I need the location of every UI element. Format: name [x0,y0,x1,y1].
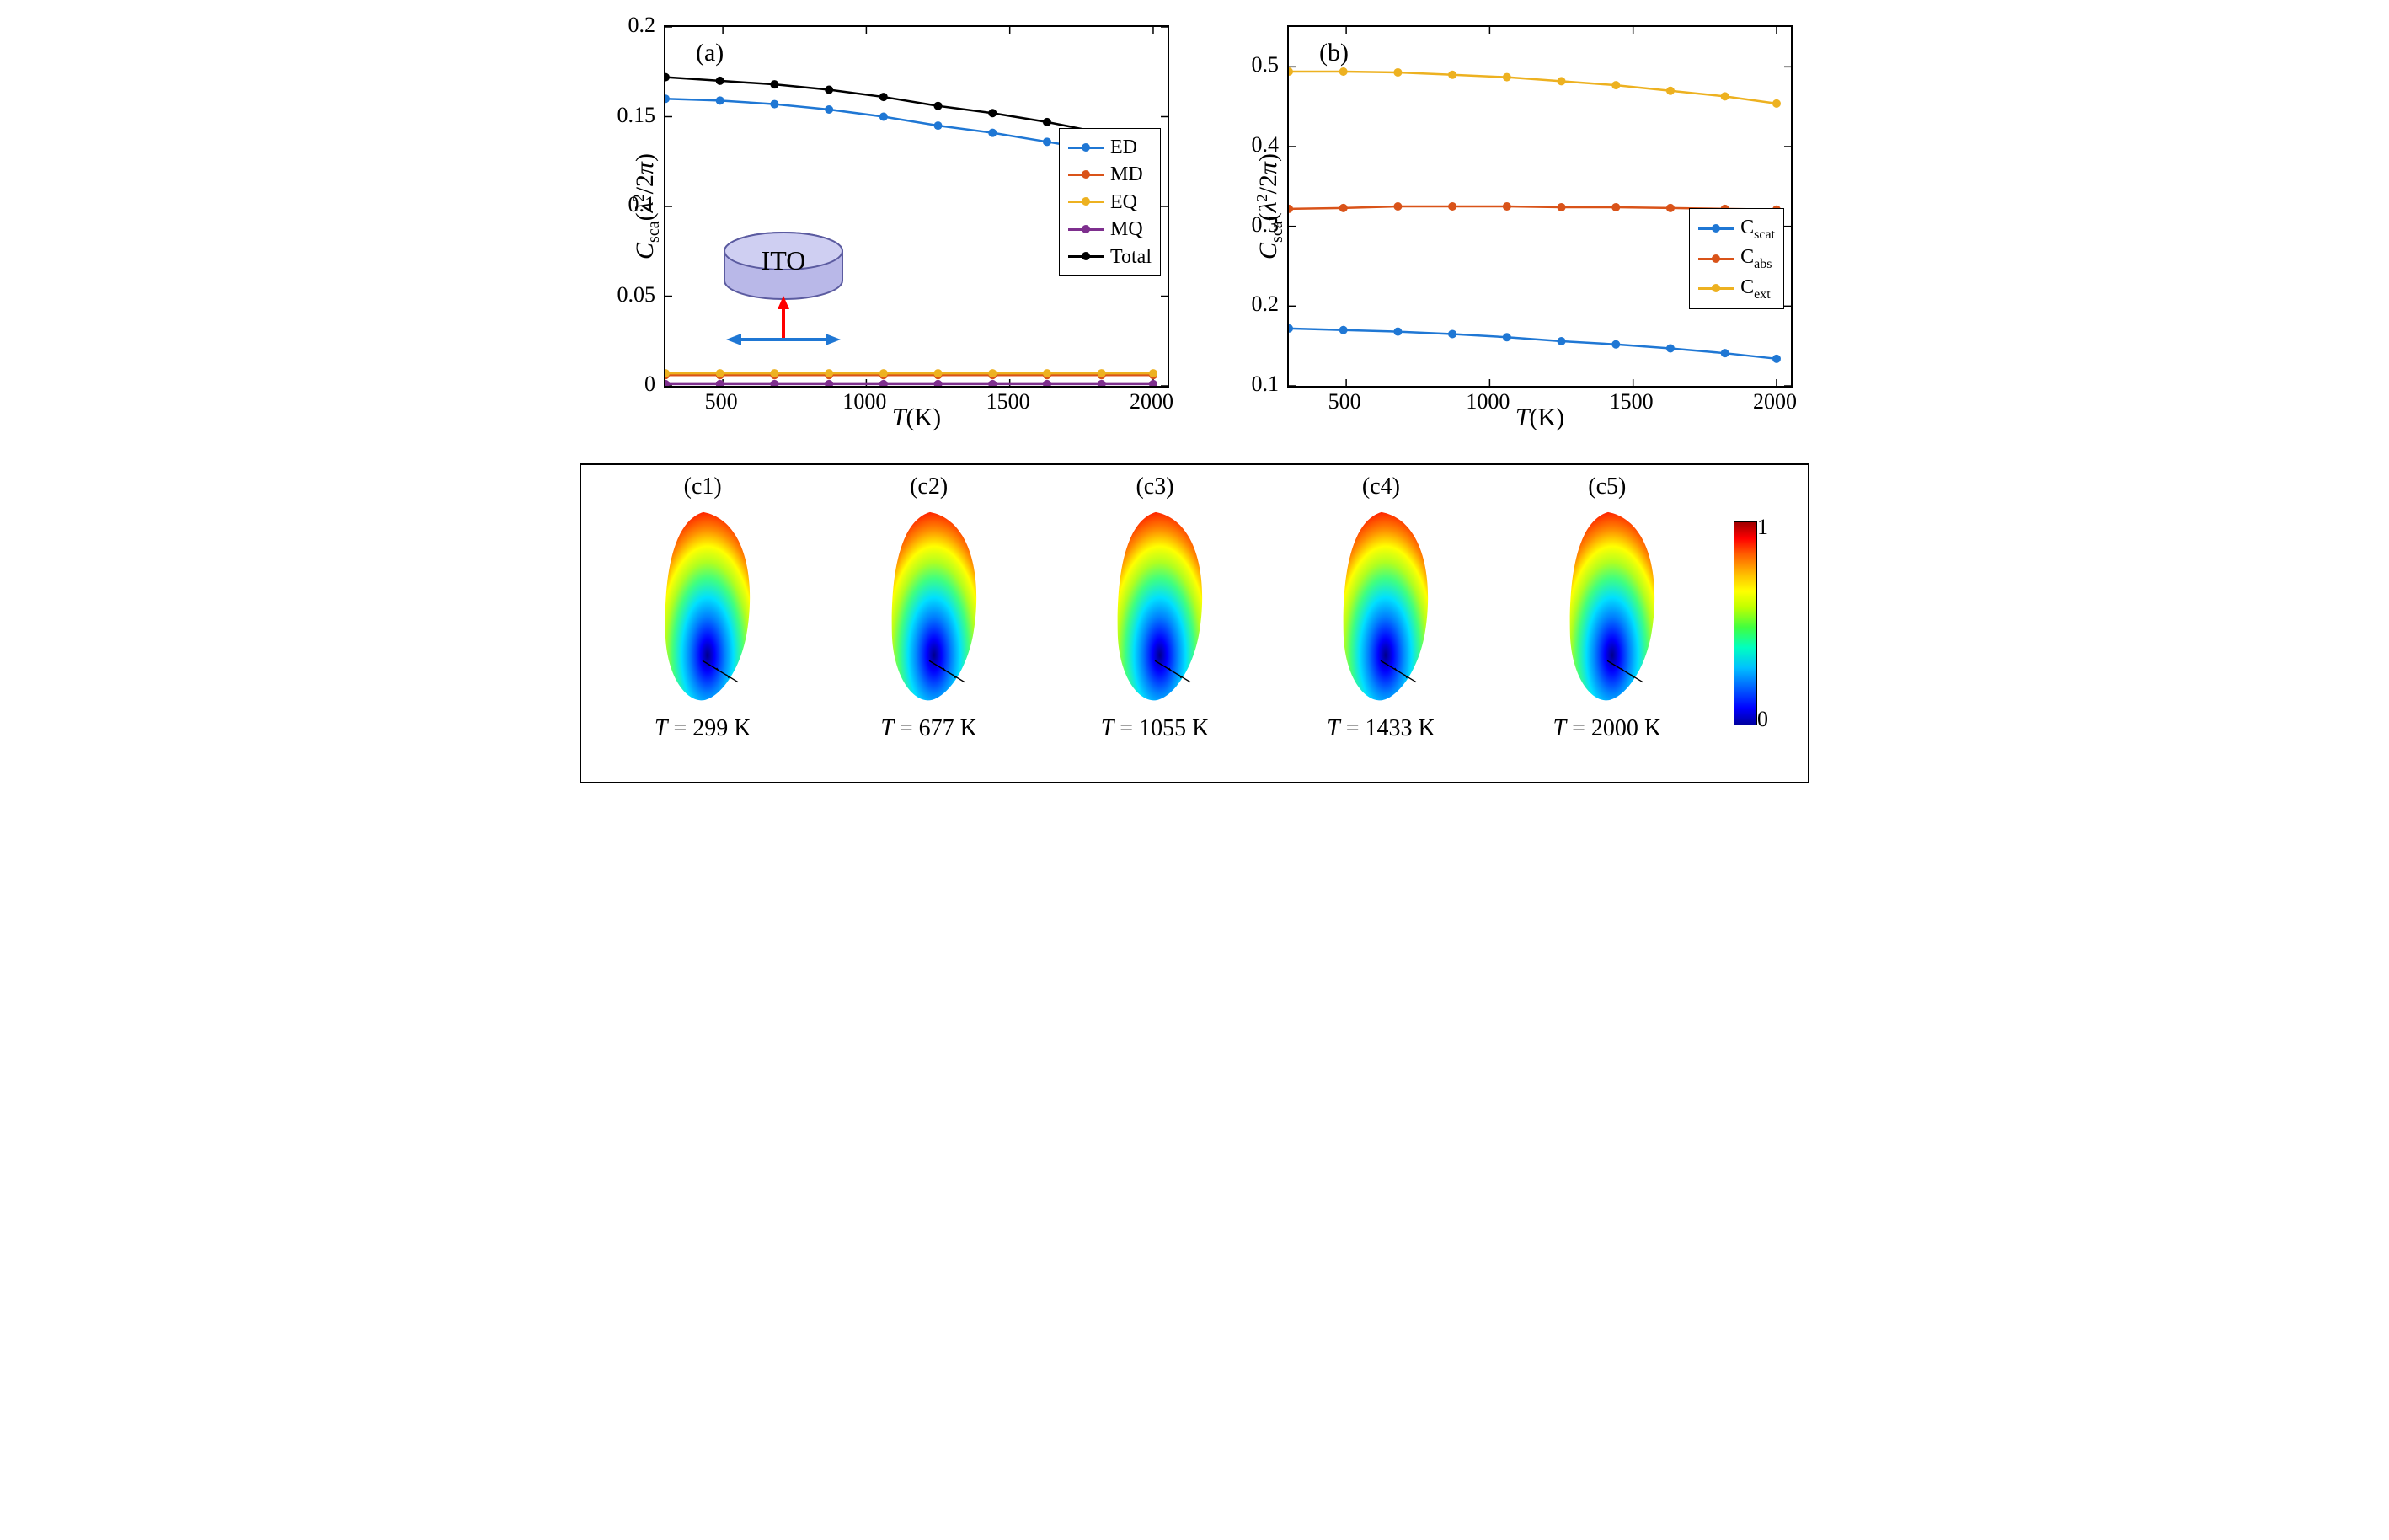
legend-row: Cabs [1698,243,1775,273]
xtick-label: 1500 [1610,389,1654,414]
panel-c-temp: T = 1055 K [1101,715,1210,742]
plot-area-b: (b) CscatCabsCext T(K) Csca(λ2/2π) [1287,25,1793,388]
ytick-label: 0.1 [628,192,656,217]
ytick-label: 0.1 [1252,372,1280,397]
xtick-label: 2000 [1753,389,1797,414]
legend-label: Cext [1740,274,1771,303]
xlabel-b: T(K) [1515,404,1564,432]
panel-b-label: (b) [1319,39,1349,67]
xtick-label: 1000 [1466,389,1510,414]
legend-row: MD [1068,161,1152,188]
legend-row: Cscat [1698,214,1775,243]
panel-c: (c1) T = 299 K ( [580,463,1809,783]
legend-label: EQ [1110,189,1137,216]
legend-a: EDMDEQMQTotal [1059,128,1161,276]
xtick-label: 1500 [986,389,1030,414]
legend-swatch [1068,201,1104,203]
panel-c-sublabel: (c5) [1588,473,1626,500]
ytick-label: 0.05 [617,282,656,307]
panel-c-sublabel: (c3) [1136,473,1173,500]
ytick-label: 0.15 [617,103,656,128]
top-row: (a) EDMDEQMQTotal ITO [580,17,1809,446]
legend-swatch [1068,255,1104,258]
legend-label: ED [1110,134,1137,161]
panel-c-temp: T = 677 K [880,715,977,742]
xlabel-a: T(K) [892,404,941,432]
xtick-label: 1000 [842,389,886,414]
panel-c-cell: (c4) T = 1433 K [1268,473,1494,773]
xtick-label: 500 [1328,389,1361,414]
colorbar-max: 1 [1757,515,1768,540]
legend-row: EQ [1068,189,1152,216]
legend-swatch [1068,228,1104,231]
panel-c-temp: T = 299 K [655,715,751,742]
colorbar-min: 0 [1757,707,1768,732]
panel-c-temp: T = 2000 K [1553,715,1662,742]
plot-area-a: (a) EDMDEQMQTotal ITO [664,25,1169,388]
panel-c-cell: (c2) T = 677 K [815,473,1041,773]
ito-inset-svg: ITO [691,205,876,348]
lobe-svg [1544,505,1670,712]
panel-c-sublabel: (c4) [1362,473,1400,500]
lobe-svg [866,505,992,712]
panel-a-label: (a) [696,39,724,67]
panel-c-sublabel: (c1) [684,473,722,500]
legend-label: Cscat [1740,214,1775,243]
panel-c-sublabel: (c2) [910,473,948,500]
panel-c-temp: T = 1433 K [1327,715,1435,742]
legend-label: Total [1110,243,1152,270]
panel-c-cell: (c1) T = 299 K [590,473,815,773]
legend-row: Cext [1698,274,1775,303]
ytick-label: 0 [644,372,655,397]
lobe-svg [639,505,766,712]
ytick-label: 0.2 [1252,291,1280,317]
legend-row: MQ [1068,216,1152,243]
legend-label: Cabs [1740,243,1772,273]
ytick-label: 0.4 [1252,132,1280,158]
figure: (a) EDMDEQMQTotal ITO [580,17,1809,783]
legend-swatch [1698,227,1734,230]
legend-row: Total [1068,243,1152,270]
chart-svg-b [1289,27,1791,386]
ito-inset: ITO [691,205,876,348]
ylabel-b: Csca(λ2/2π) [1253,153,1287,259]
panel-c-cell: (c3) T = 1055 K [1042,473,1268,773]
legend-swatch [1698,287,1734,290]
ytick-label: 0.5 [1252,52,1280,78]
legend-label: MD [1110,161,1143,188]
legend-label: MQ [1110,216,1143,243]
colorbar [1734,521,1757,725]
xtick-label: 500 [705,389,738,414]
legend-swatch [1068,174,1104,176]
legend-row: ED [1068,134,1152,161]
lobe-svg [1092,505,1218,712]
ytick-label: 0.2 [628,13,656,38]
panel-c-cell: (c5) T = 2000 K [1494,473,1720,773]
legend-swatch [1068,147,1104,149]
lobe-svg [1317,505,1444,712]
ito-text: ITO [762,245,806,275]
legend-swatch [1698,258,1734,260]
xtick-label: 2000 [1130,389,1173,414]
panel-a: (a) EDMDEQMQTotal ITO [580,17,1186,446]
panel-b: (b) CscatCabsCext T(K) Csca(λ2/2π) 500 10… [1203,17,1809,446]
legend-b: CscatCabsCext [1689,208,1784,309]
ytick-label: 0.3 [1252,212,1280,238]
